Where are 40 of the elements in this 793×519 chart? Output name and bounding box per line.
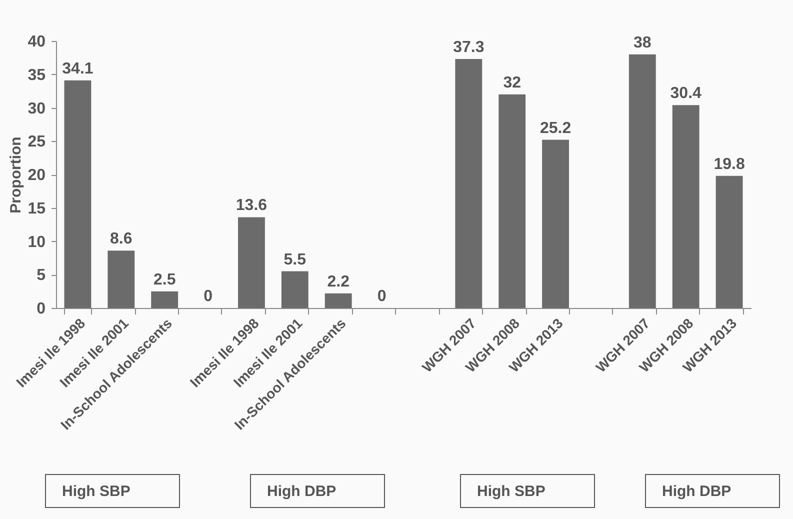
data-label: 0 bbox=[204, 288, 213, 305]
text: High DBP bbox=[645, 474, 780, 508]
y-tick-label: 10 bbox=[28, 234, 46, 251]
data-label: 32 bbox=[503, 74, 522, 92]
data-label: 5.5 bbox=[284, 251, 306, 268]
data-label: 2.2 bbox=[327, 273, 350, 290]
y-tick-label: 25 bbox=[28, 134, 46, 151]
y-tick-label: 30 bbox=[28, 100, 46, 118]
data-label: 19.8 bbox=[714, 156, 745, 173]
bar bbox=[151, 291, 178, 308]
y-axis-title: Proportion bbox=[8, 136, 25, 214]
text: High SBP bbox=[45, 474, 180, 508]
y-tick-label: 5 bbox=[36, 267, 46, 284]
y-tick-label: 40 bbox=[28, 34, 46, 50]
data-label: 2.5 bbox=[153, 271, 176, 288]
text: High SBP bbox=[460, 474, 595, 508]
data-label: 25.2 bbox=[540, 120, 572, 137]
bar bbox=[238, 217, 265, 308]
bar bbox=[498, 94, 526, 308]
bar bbox=[542, 140, 569, 308]
data-label: 8.6 bbox=[110, 230, 132, 248]
bar bbox=[108, 250, 135, 308]
data-label: 37.3 bbox=[453, 39, 484, 56]
y-tick-label: 20 bbox=[28, 167, 46, 184]
data-label: 13.6 bbox=[236, 197, 268, 214]
bar bbox=[281, 271, 308, 308]
bar bbox=[716, 176, 743, 308]
data-label: 0 bbox=[377, 288, 386, 305]
data-label: 34.1 bbox=[62, 60, 94, 78]
text: High DBP bbox=[250, 474, 385, 508]
bar bbox=[455, 59, 482, 308]
bar bbox=[628, 54, 656, 308]
y-tick-label: 35 bbox=[28, 66, 46, 84]
bar bbox=[64, 80, 92, 308]
data-label: 38 bbox=[634, 34, 652, 52]
y-tick-label: 15 bbox=[28, 200, 46, 218]
data-label: 30.4 bbox=[670, 85, 702, 102]
y-tick-label: 0 bbox=[36, 300, 46, 318]
bar bbox=[672, 105, 700, 308]
bar bbox=[324, 293, 352, 308]
